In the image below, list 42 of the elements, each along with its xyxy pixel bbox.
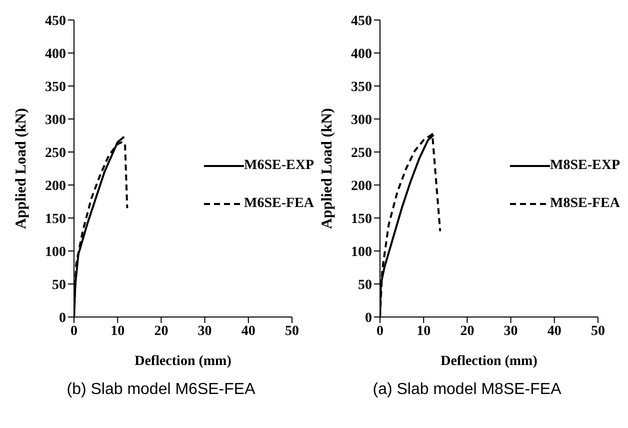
text: (a) Slab model M8SE-FEA: [372, 381, 562, 399]
y-axis-title: Applied Load (kN): [319, 108, 336, 229]
y-tick-label: 200: [45, 178, 66, 194]
x-tick-label: 40: [547, 324, 562, 339]
x-axis-title: Deflection (mm): [440, 354, 538, 369]
y-tick-label: 200: [351, 178, 372, 194]
x-tick-label: 0: [376, 324, 384, 339]
y-tick-label: 0: [365, 310, 372, 326]
y-tick-label: 50: [52, 278, 66, 293]
y-tick-label: 300: [45, 112, 66, 128]
y-tick-label: 250: [351, 146, 372, 161]
legend-label: M8SE-FEA: [550, 196, 620, 212]
x-tick-label: 10: [110, 324, 125, 339]
x-tick-label: 30: [198, 324, 212, 339]
x-tick-label: 50: [591, 324, 605, 339]
y-axis-title: Applied Load (kN): [13, 108, 30, 229]
text: (b) Slab model M6SE-FEA: [66, 381, 256, 399]
x-axis-title: Deflection (mm): [134, 354, 232, 369]
y-tick-label: 100: [45, 244, 66, 260]
y-tick-label: 150: [351, 212, 372, 227]
y-tick-label: 250: [45, 146, 66, 161]
y-tick-label: 350: [351, 80, 372, 95]
x-tick-label: 40: [241, 324, 256, 339]
y-tick-label: 150: [45, 212, 66, 227]
y-tick-label: 450: [45, 14, 66, 29]
x-tick-label: 20: [154, 324, 168, 339]
x-tick-label: 20: [460, 324, 474, 339]
y-tick-label: 400: [45, 46, 66, 62]
x-tick-label: 10: [416, 324, 431, 339]
y-tick-label: 50: [358, 278, 372, 293]
legend-label: M6SE-FEA: [244, 196, 314, 212]
legend-label: M6SE-EXP: [244, 158, 314, 174]
y-tick-label: 300: [351, 112, 372, 128]
y-tick-label: 350: [45, 80, 66, 95]
y-tick-label: 400: [351, 46, 372, 62]
legend-label: M8SE-EXP: [550, 158, 620, 174]
y-tick-label: 0: [59, 310, 66, 326]
y-tick-label: 450: [351, 14, 372, 29]
y-tick-label: 100: [351, 244, 372, 260]
x-tick-label: 50: [285, 324, 299, 339]
x-tick-label: 0: [70, 324, 78, 339]
x-tick-label: 30: [504, 324, 518, 339]
